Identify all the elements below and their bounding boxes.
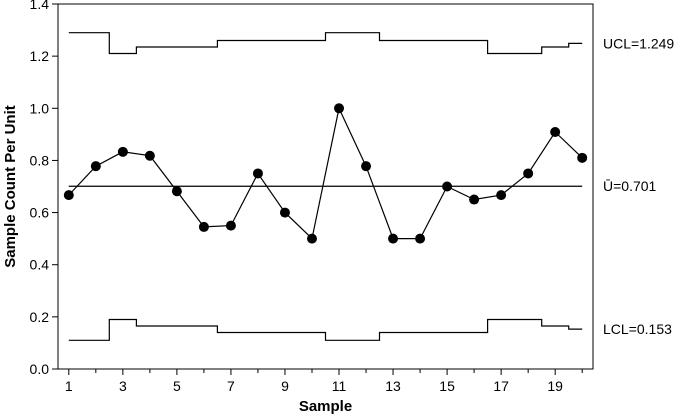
y-tick-label: 0.8 xyxy=(30,152,50,168)
data-point xyxy=(279,207,290,218)
x-tick-label: 9 xyxy=(281,378,289,394)
data-point xyxy=(361,161,372,172)
y-tick-label: 1.2 xyxy=(30,48,50,64)
ucl-step-line xyxy=(68,32,583,55)
ucl-label: UCL=1.249 xyxy=(603,35,674,51)
y-tick-label: 0.6 xyxy=(30,205,50,221)
plot-frame xyxy=(57,3,594,370)
x-tick-label: 7 xyxy=(227,378,235,394)
y-tick-label: 0.4 xyxy=(30,257,50,273)
data-point xyxy=(388,233,399,244)
data-point xyxy=(144,150,155,161)
center-line-label: Ū=0.701 xyxy=(603,178,657,194)
data-point xyxy=(225,220,236,231)
data-point xyxy=(334,103,345,114)
data-point xyxy=(550,127,561,138)
data-point xyxy=(63,190,74,201)
y-tick-label: 0.2 xyxy=(30,309,50,325)
lcl-step-line xyxy=(68,318,583,341)
ucl-step-line-group xyxy=(68,32,583,55)
data-point xyxy=(415,233,426,244)
data-point xyxy=(90,161,101,172)
y-tick-label: 0.0 xyxy=(30,361,50,377)
lcl-step-line-group xyxy=(68,318,583,341)
data-point xyxy=(442,181,453,192)
x-tick-label: 19 xyxy=(547,378,563,394)
series-line xyxy=(68,106,583,240)
x-axis-title: Sample xyxy=(299,398,352,414)
x-tick-label: 13 xyxy=(385,378,401,394)
y-tick-label: 1.0 xyxy=(30,100,50,116)
x-tick-label: 1 xyxy=(65,378,73,394)
reference-labels: UCL=1.249 Ū=0.701 LCL=0.153 xyxy=(603,35,674,337)
data-point xyxy=(469,194,480,205)
y-tick-label: 1.4 xyxy=(30,0,50,12)
data-point xyxy=(198,221,209,232)
data-point xyxy=(496,190,507,201)
y-axis-title: Sample Count Per Unit xyxy=(2,105,19,268)
data-point xyxy=(252,168,263,179)
series-group xyxy=(63,103,588,244)
data-point xyxy=(577,152,588,163)
x-tick-label: 3 xyxy=(119,378,127,394)
axes-group: 0.00.20.40.60.81.01.21.41 3 5 7 9 11 13 15 17 19 xyxy=(30,0,594,394)
x-tick-label: 15 xyxy=(439,378,455,394)
x-tick-label: 11 xyxy=(332,378,347,394)
x-tick-label: 17 xyxy=(493,378,509,394)
data-point xyxy=(117,146,128,157)
data-point xyxy=(306,233,317,244)
x-tick-label: 5 xyxy=(173,378,181,394)
data-point xyxy=(171,186,182,197)
data-point xyxy=(523,168,534,179)
lcl-label: LCL=0.153 xyxy=(603,321,672,337)
